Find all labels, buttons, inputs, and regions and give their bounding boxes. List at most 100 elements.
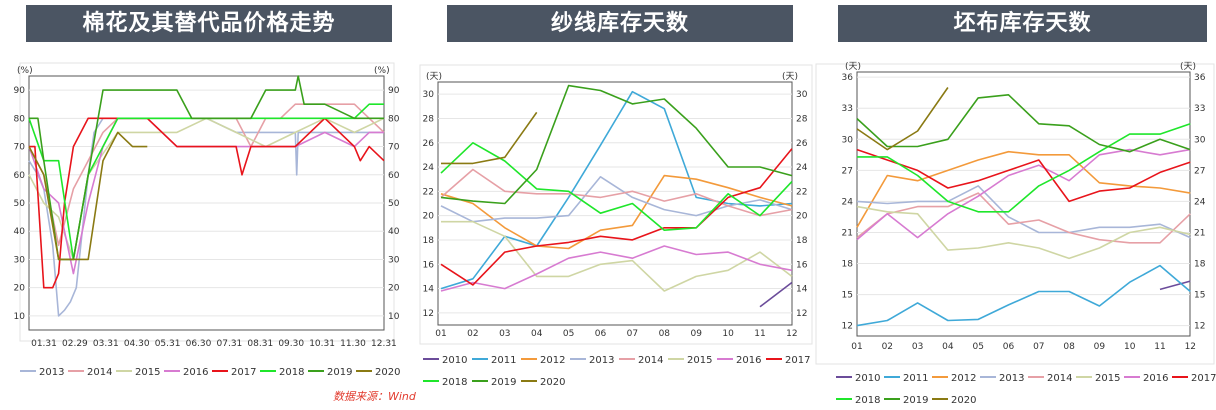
chart-3-xtick: 08 bbox=[1063, 342, 1075, 352]
chart-1-ytick-right: 30 bbox=[388, 255, 400, 265]
chart-2-series-2014 bbox=[440, 168, 793, 217]
chart-1-xtick: 04.30 bbox=[124, 339, 150, 349]
chart-3-ytick-right: 24 bbox=[1194, 197, 1206, 207]
chart-1-series-2017 bbox=[29, 117, 385, 289]
chart-3-legend-label-2013: 2013 bbox=[999, 373, 1024, 384]
chart-3-series-2014 bbox=[856, 192, 1191, 244]
chart-1-ytick-left: 10 bbox=[14, 312, 26, 322]
panel-title-greige-inventory: 坯布库存天数 bbox=[838, 5, 1207, 42]
chart-1-legend-label-2015: 2015 bbox=[135, 367, 160, 378]
chart-2-xtick: 02 bbox=[467, 329, 478, 339]
chart-2-ytick-left: 14 bbox=[423, 285, 435, 295]
chart-3-right-unit: (天) bbox=[1180, 62, 1196, 72]
chart-1-ytick-right: 90 bbox=[388, 86, 400, 96]
chart-1-legend-label-2016: 2016 bbox=[183, 367, 208, 378]
chart-2-legend-label-2010: 2010 bbox=[442, 355, 467, 366]
chart-2-series-2017 bbox=[440, 148, 793, 286]
chart-1-xtick: 03.31 bbox=[93, 339, 119, 349]
chart-2-ytick-left: 12 bbox=[423, 309, 434, 319]
chart-1-xtick: 05.31 bbox=[155, 339, 181, 349]
chart-2-legend-label-2018: 2018 bbox=[442, 377, 467, 388]
chart-1-ytick-left: 50 bbox=[14, 199, 26, 209]
chart-2-xtick: 08 bbox=[659, 329, 671, 339]
chart-1-ytick-left: 90 bbox=[14, 86, 26, 96]
chart-3-series-2017 bbox=[856, 148, 1191, 203]
chart-2-ytick-right: 26 bbox=[796, 139, 808, 149]
chart-3-series-2015 bbox=[856, 205, 1191, 260]
chart-2-ytick-right: 28 bbox=[796, 114, 808, 124]
chart-2-legend-label-2019: 2019 bbox=[491, 377, 516, 388]
chart-3-ytick-left: 12 bbox=[842, 322, 853, 332]
chart-1-legend-label-2019: 2019 bbox=[327, 367, 352, 378]
chart-3-ytick-left: 15 bbox=[842, 291, 853, 301]
chart-1-xtick: 08.31 bbox=[247, 339, 273, 349]
chart-2-xtick: 10 bbox=[722, 329, 734, 339]
chart-3-ytick-left: 30 bbox=[842, 135, 854, 145]
chart-1-ytick-left: 60 bbox=[14, 171, 26, 181]
chart-3-ytick-right: 30 bbox=[1194, 135, 1206, 145]
chart-2-legend-label-2012: 2012 bbox=[540, 355, 565, 366]
chart-1-ytick-right: 50 bbox=[388, 199, 400, 209]
chart-3-legend-label-2018: 2018 bbox=[855, 395, 880, 406]
chart-1-legend-label-2014: 2014 bbox=[87, 367, 112, 378]
chart-2-ytick-right: 22 bbox=[796, 187, 807, 197]
chart-1-ytick-right: 60 bbox=[388, 171, 400, 181]
chart-3-ytick-left: 36 bbox=[842, 73, 854, 83]
chart-2-legend-label-2013: 2013 bbox=[589, 355, 614, 366]
panel-title-cotton-price: 棉花及其替代品价格走势 bbox=[26, 5, 392, 42]
chart-3-series-2018 bbox=[857, 123, 1191, 213]
chart-3-xtick: 01 bbox=[851, 342, 862, 352]
chart-2-series-2019 bbox=[440, 84, 793, 205]
chart-3-xtick: 02 bbox=[882, 342, 893, 352]
chart-2-ytick-left: 24 bbox=[423, 163, 435, 173]
chart-2-xtick: 03 bbox=[499, 329, 510, 339]
chart-2-ytick-left: 18 bbox=[423, 236, 435, 246]
chart-3-series-2011 bbox=[856, 264, 1191, 327]
chart-3-xtick: 04 bbox=[942, 342, 954, 352]
chart-2-frame bbox=[419, 64, 813, 345]
chart-2-ytick-right: 18 bbox=[796, 236, 808, 246]
chart-3-series-2013 bbox=[856, 185, 1191, 239]
chart-1-legend-label-2020: 2020 bbox=[375, 367, 400, 378]
chart-1-ytick-left: 80 bbox=[14, 114, 26, 124]
chart-2-xtick: 09 bbox=[690, 329, 702, 339]
chart-1-xtick: 11.30 bbox=[340, 339, 366, 349]
chart-2-xtick: 01 bbox=[435, 329, 446, 339]
chart-2-ytick-right: 12 bbox=[796, 309, 807, 319]
chart-3-series-2019 bbox=[856, 94, 1191, 153]
chart-1-xtick: 02.29 bbox=[62, 339, 88, 349]
chart-2-ytick-left: 20 bbox=[423, 212, 435, 222]
chart-1-xtick: 01.31 bbox=[31, 339, 57, 349]
chart-2-series-2020 bbox=[441, 111, 538, 165]
chart-3-ytick-right: 21 bbox=[1194, 228, 1205, 238]
chart-3-legend-label-2017: 2017 bbox=[1191, 373, 1216, 384]
chart-2-series-2012 bbox=[440, 174, 793, 250]
chart-3-ytick-right: 36 bbox=[1194, 73, 1206, 83]
chart-3-xtick: 05 bbox=[972, 342, 983, 352]
chart-2-series-2011 bbox=[440, 90, 792, 290]
chart-3-ytick-left: 33 bbox=[842, 104, 853, 114]
chart-3-legend-label-2011: 2011 bbox=[903, 373, 928, 384]
chart-2-xtick: 06 bbox=[595, 329, 607, 339]
chart-3-legend-label-2016: 2016 bbox=[1143, 373, 1168, 384]
chart-3-ytick-left: 24 bbox=[842, 197, 854, 207]
chart-2-legend-label-2014: 2014 bbox=[638, 355, 663, 366]
chart-2-series-2016 bbox=[440, 245, 793, 292]
chart-1-ytick-right: 80 bbox=[388, 114, 400, 124]
chart-2-ytick-right: 14 bbox=[796, 285, 808, 295]
chart-1-ytick-left: 30 bbox=[14, 255, 26, 265]
chart-3-xtick: 11 bbox=[1154, 342, 1165, 352]
chart-3-ytick-right: 33 bbox=[1194, 104, 1205, 114]
chart-1-ytick-right: 70 bbox=[388, 143, 400, 153]
chart-2-ytick-right: 20 bbox=[796, 212, 808, 222]
chart-2-legend-label-2017: 2017 bbox=[785, 355, 810, 366]
chart-2-ytick-right: 16 bbox=[796, 260, 808, 270]
chart-2-legend-label-2020: 2020 bbox=[540, 377, 565, 388]
chart-1-ytick-left: 70 bbox=[14, 143, 26, 153]
chart-1-ytick-left: 40 bbox=[14, 227, 26, 237]
chart-1-frame bbox=[19, 62, 395, 342]
chart-1-ytick-left: 20 bbox=[14, 284, 26, 294]
chart-2-ytick-right: 24 bbox=[796, 163, 808, 173]
chart-2-ytick-left: 16 bbox=[423, 260, 435, 270]
